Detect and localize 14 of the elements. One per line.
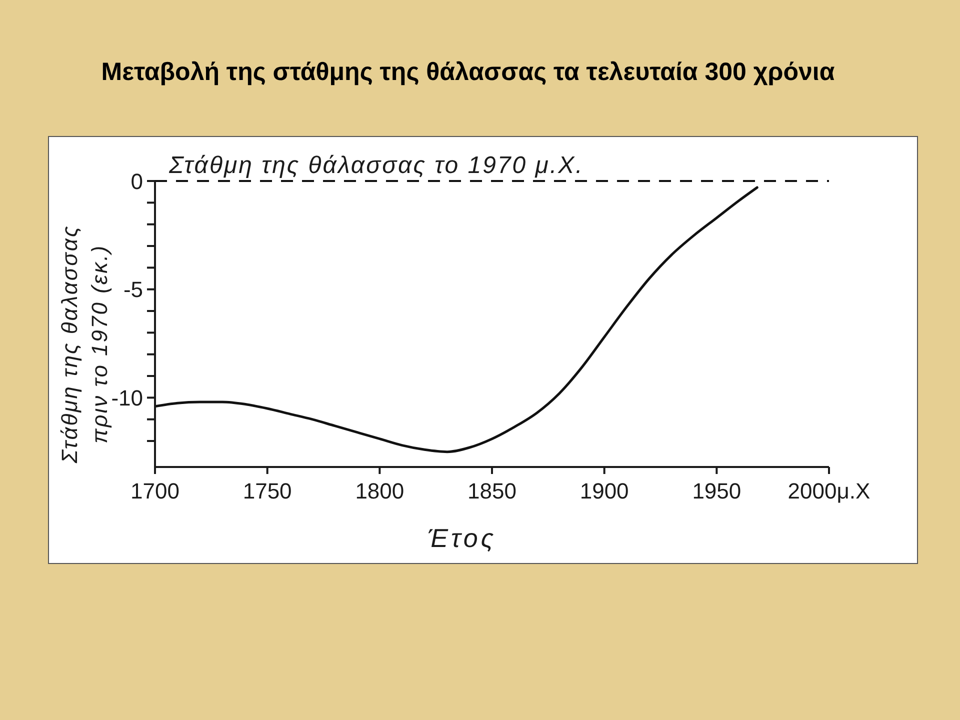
x-tick-label: 1900 xyxy=(580,478,629,504)
chart-title: Μεταβολή της στάθμης της θάλασσας τα τελευταία 300 χρόνια xyxy=(100,58,836,87)
y-tick-label: -10 xyxy=(111,385,143,410)
x-tick-label: 1850 xyxy=(468,478,516,504)
y-axis-title: Στάθμη της θαλασσας πριν το 1970 (εκ.) xyxy=(56,224,112,464)
x-tick-label: 2000μ.Χ xyxy=(788,478,871,504)
y-tick-label: -5 xyxy=(123,277,143,302)
x-tick-label: 1800 xyxy=(355,478,404,504)
x-tick-label: 1700 xyxy=(130,478,180,504)
x-tick-label: 1750 xyxy=(242,478,292,504)
x-axis-title: Έτος xyxy=(428,523,496,553)
x-tick-label: 1950 xyxy=(692,478,742,504)
y-tick-label: 0 xyxy=(130,168,143,194)
ref-line-label: Στάθμη της θάλασσας το 1970 μ.Χ. xyxy=(168,152,584,179)
